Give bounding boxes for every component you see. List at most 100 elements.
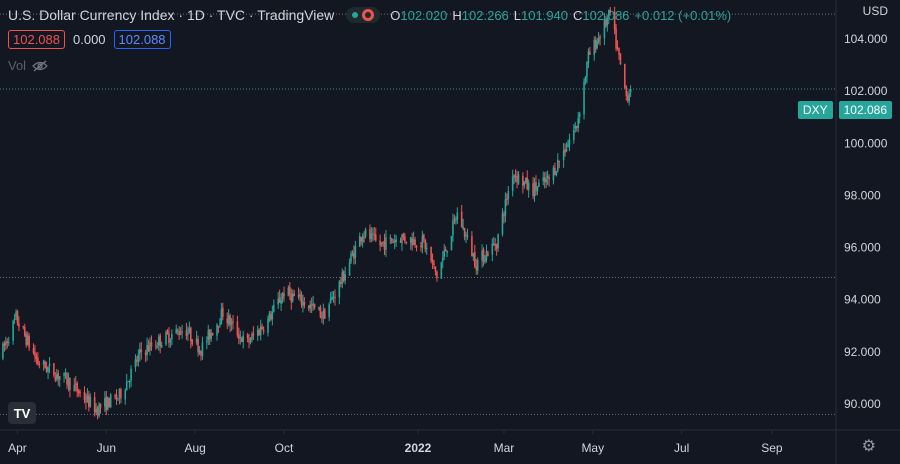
candle-body (594, 39, 597, 50)
candle-body (603, 19, 606, 39)
candle-body (340, 282, 342, 284)
candle-body (28, 335, 30, 348)
candle-body (463, 228, 466, 237)
candle-body (56, 374, 58, 380)
candle-body (159, 335, 162, 347)
candle-body (249, 340, 252, 343)
candle-body (239, 336, 242, 339)
candle-body (584, 76, 587, 82)
market-status-icon (362, 9, 375, 21)
candle-body (270, 314, 272, 320)
candle-body (226, 318, 229, 324)
x-tick-label: Jun (97, 441, 116, 455)
x-tick-label: Aug (184, 441, 205, 455)
candle-body (526, 177, 529, 190)
candle-body (95, 409, 97, 413)
candle-body (446, 250, 448, 253)
y-tick-label: 104.000 (844, 32, 888, 46)
candle-body (341, 271, 344, 285)
candle-body (99, 403, 102, 408)
last-price-tag: DXY 102.086 (797, 101, 892, 119)
candle-body (452, 220, 454, 236)
candle-body (364, 229, 367, 237)
candle-body (109, 394, 112, 408)
candle-body (149, 342, 151, 350)
y-tick-label: 90.000 (844, 397, 881, 411)
candle-body (128, 381, 131, 383)
x-tick-label: 2022 (405, 441, 432, 455)
ask-price[interactable]: 102.088 (113, 30, 171, 49)
candle-body (195, 338, 198, 343)
candle-body (222, 307, 224, 317)
candle-body (329, 298, 332, 304)
candle-body (433, 262, 435, 265)
candle-body (543, 177, 546, 182)
ohlc-value: 102.266 (461, 7, 509, 23)
candle-body (63, 372, 65, 376)
candle-body (616, 47, 619, 49)
candle-body (562, 150, 565, 161)
candle-body (587, 51, 590, 64)
candle-body (179, 334, 182, 336)
candle-body (411, 238, 413, 246)
y-tick-label: 94.000 (844, 293, 881, 307)
price-tag-symbol: DXY (797, 101, 833, 119)
candle-body (48, 363, 51, 367)
candle-body (399, 240, 402, 243)
candle-body (176, 330, 179, 332)
ohlc-value: 102.086 (582, 7, 630, 23)
tradingview-logo-icon[interactable]: TV (8, 402, 36, 424)
candle-body (557, 159, 559, 171)
candle-body (568, 139, 571, 145)
candle-body (527, 182, 530, 191)
candle-body (281, 293, 284, 300)
candle-body (198, 349, 201, 354)
candle-body (230, 321, 233, 325)
y-tick-label: 98.000 (844, 188, 881, 202)
candle-body (37, 357, 39, 364)
candle-body (474, 251, 476, 267)
y-tick-label: 100.000 (844, 136, 888, 150)
candle-body (440, 262, 443, 279)
candle-body (105, 396, 108, 411)
candle-body (431, 259, 434, 263)
candle-body (240, 338, 243, 342)
candle-body (22, 326, 25, 328)
x-tick-label: Jul (674, 441, 689, 455)
candle-body (187, 333, 189, 335)
candle-body (38, 363, 41, 366)
candle-body (77, 390, 80, 394)
candle-body (395, 239, 397, 242)
candle-body (185, 330, 188, 336)
candle-body (504, 199, 507, 216)
candle-body (93, 397, 96, 413)
candle-body (251, 333, 253, 341)
ohlc-key: O (390, 7, 401, 23)
candle-body (216, 324, 218, 336)
eye-hidden-icon[interactable] (32, 60, 48, 72)
candle-body (242, 335, 245, 342)
candle-body (441, 257, 444, 262)
candle-body (383, 241, 386, 250)
candle-body (175, 329, 178, 334)
candle-body (455, 220, 457, 222)
candle-body (484, 259, 486, 263)
candle-body (246, 334, 249, 338)
candle-body (273, 304, 275, 312)
candle-body (607, 10, 610, 18)
currency-label[interactable]: USD (862, 4, 888, 18)
candle-body (465, 234, 467, 237)
gear-icon[interactable]: ⚙ (861, 438, 876, 455)
candle-body (201, 342, 204, 356)
symbol-title[interactable]: U.S. Dollar Currency Index · 1D · TVC · … (8, 7, 335, 23)
candle-body (331, 296, 333, 300)
candle-body (25, 334, 28, 345)
y-tick-label: 102.000 (844, 84, 888, 98)
candle-body (232, 320, 234, 322)
market-status-pill[interactable] (346, 7, 381, 23)
candle-body (258, 329, 261, 335)
candle-body (118, 389, 121, 398)
bid-price[interactable]: 102.088 (8, 30, 65, 49)
volume-label: Vol (8, 58, 27, 73)
